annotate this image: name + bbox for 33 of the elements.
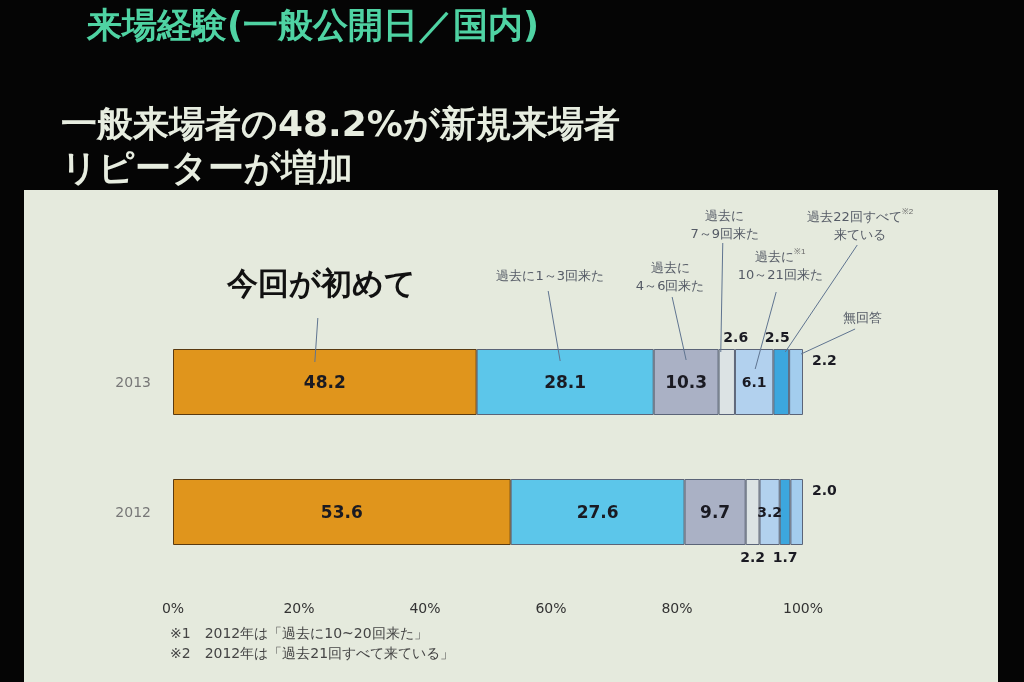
bar bbox=[173, 479, 511, 545]
text: 無回答 bbox=[842, 309, 882, 325]
chart-title: 来場経験(一般公開日／国内) bbox=[86, 4, 539, 45]
text: ※1 2012年は「過去に10~20回来た」 bbox=[170, 625, 428, 641]
data-label: 1.7 bbox=[772, 549, 798, 565]
x-tick-label: 0% bbox=[161, 600, 185, 616]
bar bbox=[173, 349, 477, 415]
data-label: 2.6 bbox=[723, 329, 749, 345]
data-label: 27.6 bbox=[576, 502, 619, 522]
y-tick-label: 2013 bbox=[115, 374, 151, 390]
text: 過去に 7～9回来た bbox=[690, 207, 760, 241]
x-tick-label: 40% bbox=[409, 600, 441, 616]
data-label: 3.2 bbox=[757, 504, 783, 520]
data-label: 6.1 bbox=[741, 374, 767, 390]
data-label: 2.5 bbox=[764, 329, 790, 345]
y-tick-label: 2012 bbox=[115, 504, 151, 520]
data-label: 2.2 bbox=[740, 549, 766, 565]
data-label: 48.2 bbox=[303, 372, 346, 392]
chart-subtitle: 一般来場者の48.2%が新規来場者リピーターが増加 bbox=[61, 102, 620, 188]
x-tick-label: 100% bbox=[782, 600, 824, 616]
x-tick-label: 20% bbox=[283, 600, 315, 616]
text: 過去に1～3回来た bbox=[496, 267, 604, 283]
data-label: 2.2 bbox=[812, 352, 837, 368]
data-label: 53.6 bbox=[320, 502, 363, 522]
data-label: 2.0 bbox=[812, 482, 838, 498]
data-label: 10.3 bbox=[665, 372, 708, 392]
text: ※2 2012年は「過去21回すべて来ている」 bbox=[170, 645, 455, 661]
series-label: 今回が初めて bbox=[226, 265, 417, 301]
text: 過去に 4～6回来た bbox=[635, 259, 705, 293]
x-tick-label: 80% bbox=[661, 600, 693, 616]
data-label: 28.1 bbox=[544, 372, 587, 392]
data-label: 9.7 bbox=[700, 502, 731, 522]
x-tick-label: 60% bbox=[535, 600, 567, 616]
